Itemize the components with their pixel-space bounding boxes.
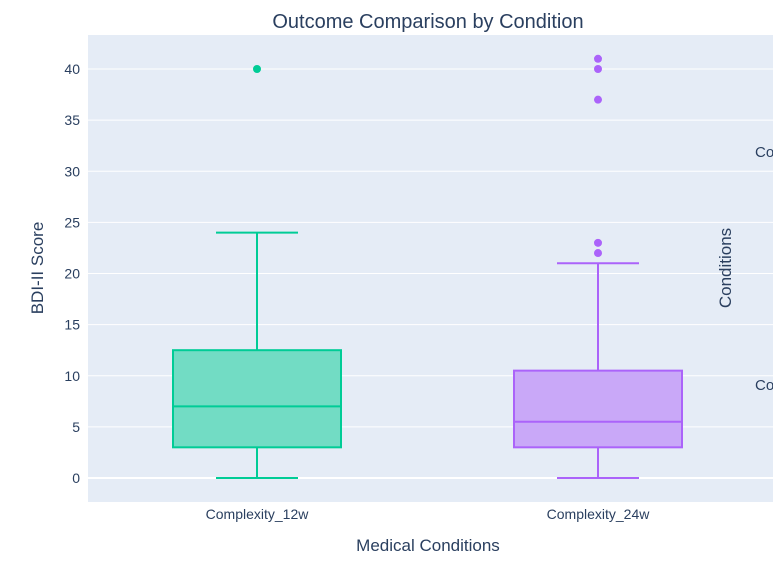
x-tick-label: Complexity_24w (547, 506, 651, 522)
y-tick-label: 25 (64, 214, 80, 230)
legend-item-1[interactable]: Co (755, 144, 773, 161)
box-series (172, 54, 683, 479)
legend-title: Conditions (716, 228, 735, 308)
y-tick-label: 30 (64, 163, 80, 179)
x-axis-title: Medical Conditions (356, 536, 500, 555)
outlier-point (253, 65, 261, 73)
y-tick-label: 5 (72, 419, 80, 435)
y-axis-title: BDI-II Score (28, 222, 47, 315)
x-tick-labels: Complexity_12w Complexity_24w (206, 506, 651, 522)
box-Complexity_12w[interactable] (172, 65, 342, 479)
box-Complexity_24w[interactable] (513, 54, 683, 479)
y-tick-label: 40 (64, 61, 80, 77)
iqr-box (513, 369, 683, 449)
outlier-point (594, 238, 602, 247)
y-tick-label: 15 (64, 317, 80, 333)
legend-item-2[interactable]: Co (755, 377, 773, 394)
outlier-point (594, 54, 602, 63)
x-tick-label: Complexity_12w (206, 506, 310, 522)
y-tick-label: 35 (64, 112, 80, 128)
y-tick-label: 20 (64, 266, 80, 282)
outlier-point (594, 65, 602, 73)
y-tick-labels: 0 5 10 15 20 25 30 35 40 (64, 61, 80, 486)
iqr-box (172, 349, 342, 449)
outlier-point (594, 95, 602, 104)
y-tick-label: 10 (64, 368, 80, 384)
y-tick-label: 0 (72, 470, 80, 486)
outlier-point (594, 249, 602, 258)
chart-title: Outcome Comparison by Condition (272, 11, 583, 33)
